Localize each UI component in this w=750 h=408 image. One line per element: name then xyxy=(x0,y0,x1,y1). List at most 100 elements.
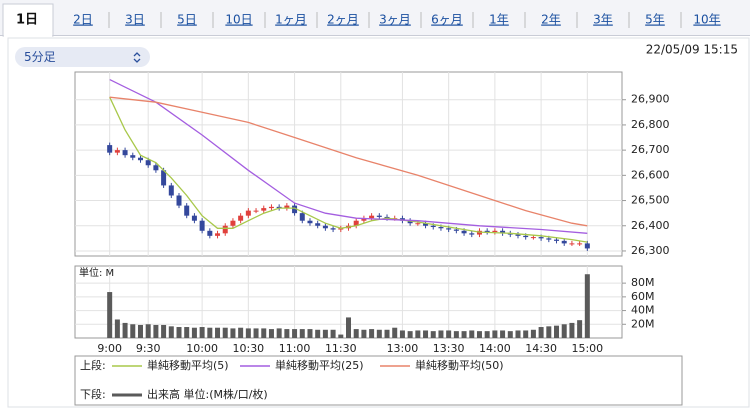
volume-bar xyxy=(446,330,452,338)
volume-bar xyxy=(168,326,174,338)
candle-body xyxy=(215,233,221,236)
chart-panel xyxy=(7,37,750,408)
volume-bar xyxy=(453,331,459,338)
candle-body xyxy=(238,215,244,221)
y-tick-label: 26,800 xyxy=(631,118,670,131)
candle-body xyxy=(569,243,575,245)
volume-bar xyxy=(507,331,513,338)
candle-body xyxy=(407,220,413,224)
volume-bar xyxy=(515,330,521,338)
timestamp: 22/05/09 15:15 xyxy=(646,43,738,57)
y-tick-label: 26,600 xyxy=(631,168,670,181)
y-tick-label: 40M xyxy=(631,304,655,317)
candle-body xyxy=(453,229,459,231)
tab[interactable]: 1ヶ月 xyxy=(275,13,307,27)
tab[interactable]: 3ヶ月 xyxy=(379,13,411,27)
candle-body xyxy=(153,165,159,171)
legend-label: 単純移動平均(5) xyxy=(147,358,229,372)
volume-bar xyxy=(276,328,282,338)
candle-body xyxy=(430,225,436,228)
candle-body xyxy=(184,205,190,216)
volume-bar xyxy=(122,322,128,338)
volume-bar xyxy=(530,329,536,338)
candle-body xyxy=(584,243,590,249)
candle-body xyxy=(577,243,583,245)
volume-bar xyxy=(307,329,313,338)
volume-bar xyxy=(153,324,159,338)
volume-bar xyxy=(191,327,197,338)
volume-bar xyxy=(538,327,544,338)
interval-select[interactable] xyxy=(15,47,150,67)
candle-body xyxy=(122,150,128,156)
tab-bar xyxy=(0,0,750,36)
volume-bar xyxy=(114,319,120,338)
candle-body xyxy=(268,206,274,209)
tab[interactable]: 1日 xyxy=(16,13,38,28)
candle-body xyxy=(330,228,336,230)
volume-bar xyxy=(384,329,390,338)
candle-body xyxy=(376,215,382,217)
candle-body xyxy=(469,233,475,235)
tab[interactable]: 10年 xyxy=(693,13,720,27)
tab[interactable]: 3年 xyxy=(593,13,613,27)
candle-body xyxy=(253,210,259,212)
candle-body xyxy=(484,230,490,233)
tab[interactable]: 2年 xyxy=(541,13,561,27)
tab[interactable]: 3日 xyxy=(125,13,145,27)
tab[interactable]: 2ヶ月 xyxy=(327,13,359,27)
candle-body xyxy=(307,220,313,224)
tab[interactable]: 2日 xyxy=(73,13,93,27)
volume-bar xyxy=(245,328,251,338)
candle-body xyxy=(261,208,267,211)
y-tick-label: 26,700 xyxy=(631,143,670,156)
volume-bar xyxy=(561,324,567,338)
active-tab-gap xyxy=(4,34,52,37)
tab[interactable]: 6ヶ月 xyxy=(431,13,463,27)
candle-body xyxy=(230,220,236,226)
candle-body xyxy=(299,213,305,221)
candle-body xyxy=(500,230,506,234)
candle-body xyxy=(438,227,444,229)
y-tick-label: 20M xyxy=(631,317,655,330)
interval-label[interactable]: 5分足 xyxy=(24,50,56,64)
volume-bar xyxy=(346,317,351,338)
volume-bar xyxy=(577,320,583,338)
volume-bar xyxy=(469,330,475,338)
candle-body xyxy=(176,195,182,206)
candle-body xyxy=(284,205,290,209)
volume-bar xyxy=(369,329,375,338)
legend-title: 上段: xyxy=(80,358,106,372)
candle-body xyxy=(515,234,521,236)
candle-body xyxy=(137,157,143,161)
x-tick-label: 14:30 xyxy=(525,342,557,355)
candle-body xyxy=(415,223,421,225)
volume-bar xyxy=(492,330,498,338)
volume-bar xyxy=(430,331,436,338)
volume-bar xyxy=(523,330,529,338)
tab[interactable]: 10日 xyxy=(225,13,252,27)
candle-body xyxy=(315,223,321,226)
volume-bar xyxy=(253,328,259,338)
candle-body xyxy=(523,235,529,238)
tab[interactable]: 5年 xyxy=(645,13,665,27)
volume-bar xyxy=(376,329,382,338)
volume-bar xyxy=(130,324,136,338)
candle-body xyxy=(191,215,197,221)
volume-bar xyxy=(584,274,590,338)
tab[interactable]: 5日 xyxy=(177,13,197,27)
volume-bar xyxy=(500,330,506,338)
candle-body xyxy=(361,218,367,221)
volume-bar xyxy=(399,330,405,338)
volume-bar xyxy=(476,331,482,338)
volume-bar xyxy=(338,334,344,338)
volume-bar xyxy=(284,329,290,338)
volume-bar xyxy=(330,329,336,338)
volume-bar xyxy=(215,327,221,338)
volume-bar xyxy=(484,331,490,338)
volume-bar xyxy=(184,327,190,338)
volume-bar xyxy=(353,329,359,338)
tab[interactable]: 1年 xyxy=(489,13,509,27)
y-tick-label: 60M xyxy=(631,290,655,303)
x-tick-label: 14:00 xyxy=(479,342,511,355)
y-tick-label: 26,400 xyxy=(631,219,670,232)
